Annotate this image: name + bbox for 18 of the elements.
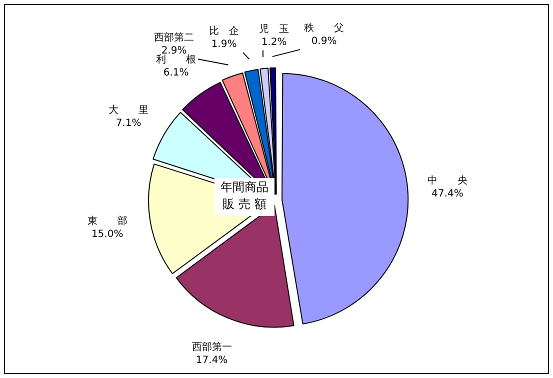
slice-label: 西部第一 xyxy=(192,340,232,353)
data-label: 7.1% xyxy=(116,118,142,129)
slice-label: 中 央 xyxy=(427,174,468,186)
data-label: 47.4% xyxy=(432,188,464,200)
slice-label: 比 企 xyxy=(209,25,240,38)
data-label: 1.9% xyxy=(211,39,237,50)
data-label: 1.2% xyxy=(261,36,287,48)
slice-label: 秩 父 xyxy=(304,22,344,34)
slice-label: 東 部 xyxy=(87,214,128,227)
slice-label: 西部第二 xyxy=(154,32,194,44)
data-label: 15.0% xyxy=(91,228,124,240)
text: 年間商品販 売 額 xyxy=(220,180,268,212)
data-label: 0.9% xyxy=(311,36,337,48)
data-label: 6.1% xyxy=(163,67,189,78)
slice-label: 大 里 xyxy=(108,104,149,116)
data-label: 17.4% xyxy=(196,354,228,366)
slice-label: 利 根 xyxy=(156,53,196,66)
slice-label: 児 玉 xyxy=(259,24,290,35)
